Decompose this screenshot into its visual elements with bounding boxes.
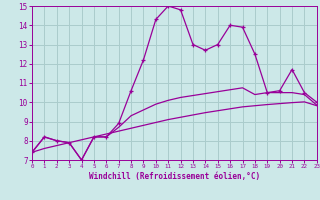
X-axis label: Windchill (Refroidissement éolien,°C): Windchill (Refroidissement éolien,°C)	[89, 172, 260, 181]
